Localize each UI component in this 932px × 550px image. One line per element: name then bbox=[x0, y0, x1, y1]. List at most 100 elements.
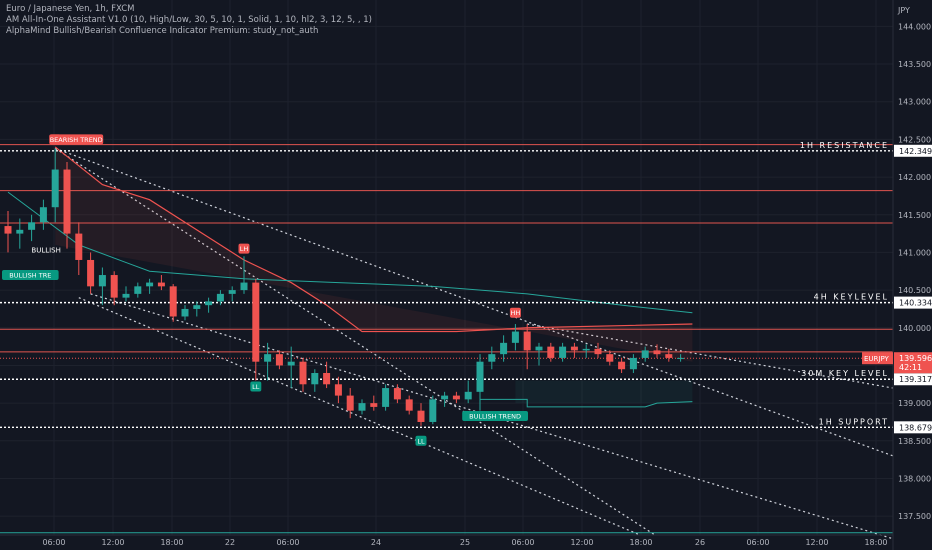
countdown-label: 42:11 bbox=[899, 363, 922, 372]
price-tag-label: 142.349 bbox=[899, 147, 932, 156]
candle-body[interactable] bbox=[169, 286, 177, 317]
candle-body[interactable] bbox=[559, 346, 567, 358]
candle-body[interactable] bbox=[511, 331, 519, 343]
support-stair bbox=[480, 398, 693, 408]
candle-body[interactable] bbox=[441, 395, 449, 400]
candle-body[interactable] bbox=[523, 331, 531, 351]
candle-body[interactable] bbox=[28, 222, 36, 230]
symbol-title[interactable]: Euro / Japanese Yen, 1h, FXCM bbox=[6, 4, 135, 14]
candle-body[interactable] bbox=[346, 395, 354, 411]
candle-body[interactable] bbox=[146, 282, 154, 287]
candle-body[interactable] bbox=[500, 342, 508, 355]
price-tick-label: 138.500 bbox=[898, 437, 931, 446]
candle-body[interactable] bbox=[205, 301, 213, 306]
time-tick-label: 25 bbox=[460, 538, 470, 547]
price-tag-label: 138.679 bbox=[899, 423, 932, 432]
time-tick-label: 26 bbox=[695, 538, 705, 547]
symbol-tag bbox=[862, 352, 893, 365]
candle-body[interactable] bbox=[570, 346, 578, 351]
signal-markers: HH BEARISH TREND BULLISH BULLISH TRE LH LL LL B… bbox=[2, 134, 528, 446]
candles[interactable] bbox=[4, 148, 685, 426]
candle-body[interactable] bbox=[275, 354, 283, 366]
candle-body[interactable] bbox=[535, 346, 543, 351]
candle-body[interactable] bbox=[311, 372, 319, 385]
candle-body[interactable] bbox=[51, 169, 59, 208]
price-tags: 142.349 140.334 139.317 138.679 EURJPY 139.59… bbox=[862, 144, 932, 434]
candle-body[interactable] bbox=[382, 388, 390, 407]
candle-body[interactable] bbox=[594, 348, 602, 355]
trendline-lower bbox=[78, 297, 641, 536]
trendline-short bbox=[527, 323, 894, 389]
key-levels: 1H RESISTANCE 4H KEYLEVEL 30M KEY LEVEL 1H … bbox=[0, 141, 893, 429]
price-tick-label: 137.500 bbox=[898, 512, 931, 521]
candle-body[interactable] bbox=[677, 357, 685, 359]
candle-body[interactable] bbox=[370, 403, 378, 407]
candle-body[interactable] bbox=[476, 361, 484, 392]
price-axis[interactable]: 144.000 143.500 143.000 142.500 142.000 141.5… bbox=[898, 22, 931, 521]
currency-label: JPY bbox=[897, 6, 910, 15]
signal-marker-label: BEARISH TREND bbox=[50, 136, 103, 144]
signal-marker bbox=[49, 134, 104, 145]
candle-body[interactable] bbox=[157, 282, 165, 287]
candle-body[interactable] bbox=[629, 357, 637, 370]
time-axis[interactable]: 06:00 12:00 18:00 22 06:00 24 25 06:00 12:00 18:0… bbox=[42, 538, 887, 547]
candle-body[interactable] bbox=[488, 354, 496, 362]
candle-body[interactable] bbox=[39, 207, 47, 223]
candle-body[interactable] bbox=[193, 305, 201, 309]
candle-body[interactable] bbox=[16, 229, 24, 234]
candle-body[interactable] bbox=[429, 399, 437, 422]
candle-body[interactable] bbox=[63, 169, 71, 234]
candle-body[interactable] bbox=[240, 282, 248, 291]
candle-body[interactable] bbox=[334, 384, 342, 396]
time-tick-label: 18:00 bbox=[864, 538, 887, 547]
candle-body[interactable] bbox=[264, 354, 272, 362]
candle-body[interactable] bbox=[252, 282, 260, 362]
time-tick-label: 06:00 bbox=[746, 538, 769, 547]
signal-marker-label: BULLISH TREND bbox=[469, 412, 521, 420]
time-tick-label: 06:00 bbox=[42, 538, 65, 547]
price-tick-label: 143.500 bbox=[898, 60, 931, 69]
candle-body[interactable] bbox=[122, 293, 130, 298]
candle-body[interactable] bbox=[87, 259, 95, 287]
price-tick-label: 140.500 bbox=[898, 286, 931, 295]
candle-body[interactable] bbox=[358, 403, 366, 411]
candle-body[interactable] bbox=[665, 354, 673, 358]
current-price-tag bbox=[894, 352, 932, 374]
candle-body[interactable] bbox=[547, 346, 555, 358]
candle-body[interactable] bbox=[405, 399, 413, 411]
price-tick-label: 143.000 bbox=[898, 98, 931, 107]
indicator-title-confluence[interactable]: AlphaMind Bullish/Bearish Confluence Ind… bbox=[6, 26, 319, 36]
candle-body[interactable] bbox=[452, 395, 460, 400]
candle-body[interactable] bbox=[323, 372, 331, 385]
legend: Euro / Japanese Yen, 1h, FXCM AM All-In-… bbox=[6, 4, 372, 37]
candle-body[interactable] bbox=[417, 410, 425, 422]
candle-body[interactable] bbox=[216, 293, 224, 302]
candle-body[interactable] bbox=[287, 361, 295, 366]
candle-body[interactable] bbox=[98, 275, 106, 287]
current-price-label: 139.596 bbox=[899, 354, 932, 363]
candle-body[interactable] bbox=[75, 233, 83, 260]
time-tick-label: 06:00 bbox=[511, 538, 534, 547]
symbol-tag-label: EURJPY bbox=[864, 355, 890, 363]
candle-body[interactable] bbox=[618, 361, 626, 370]
candle-body[interactable] bbox=[582, 348, 590, 351]
candle-body[interactable] bbox=[4, 226, 12, 234]
candle-body[interactable] bbox=[653, 350, 661, 355]
price-tag bbox=[894, 144, 932, 157]
indicator-title-assistant[interactable]: AM All-In-One Assistant V1.0 (10, High/L… bbox=[6, 15, 372, 25]
candle-body[interactable] bbox=[110, 275, 118, 298]
candle-body[interactable] bbox=[393, 388, 401, 400]
moving-average bbox=[7, 191, 693, 314]
candle-body[interactable] bbox=[134, 286, 142, 294]
candle-body[interactable] bbox=[641, 350, 649, 358]
candle-body[interactable] bbox=[464, 391, 472, 400]
candle-body[interactable] bbox=[228, 290, 236, 294]
candle-body[interactable] bbox=[606, 354, 614, 362]
key-level-label: 30M KEY LEVEL bbox=[801, 369, 889, 378]
price-tag bbox=[894, 373, 932, 386]
price-tick-label: 138.000 bbox=[898, 474, 931, 483]
candle-body[interactable] bbox=[299, 361, 307, 385]
candle-body[interactable] bbox=[181, 308, 189, 317]
